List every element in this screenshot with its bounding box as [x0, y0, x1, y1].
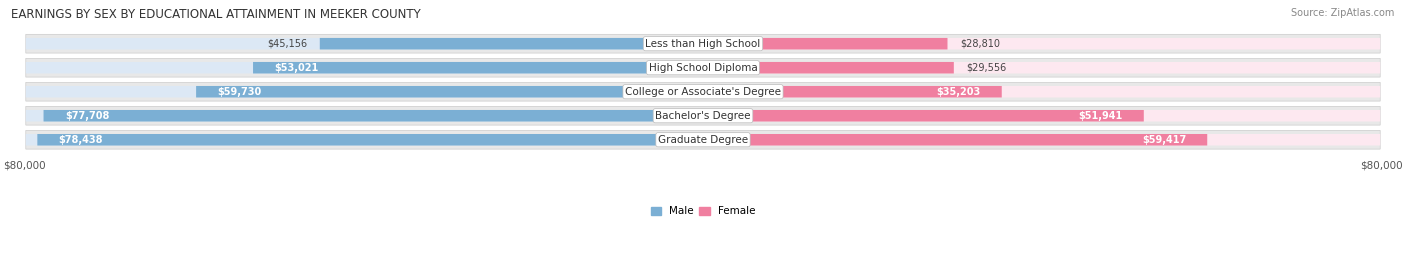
- FancyBboxPatch shape: [703, 110, 1144, 121]
- Text: Less than High School: Less than High School: [645, 39, 761, 49]
- Text: College or Associate's Degree: College or Associate's Degree: [626, 87, 780, 97]
- FancyBboxPatch shape: [703, 134, 1381, 146]
- Text: Graduate Degree: Graduate Degree: [658, 135, 748, 145]
- Text: $59,417: $59,417: [1142, 135, 1187, 145]
- Text: $78,438: $78,438: [59, 135, 103, 145]
- FancyBboxPatch shape: [703, 62, 953, 73]
- FancyBboxPatch shape: [25, 134, 703, 146]
- Text: $28,810: $28,810: [960, 39, 1000, 49]
- Text: $35,203: $35,203: [936, 87, 980, 97]
- FancyBboxPatch shape: [25, 82, 1381, 101]
- FancyBboxPatch shape: [38, 134, 703, 146]
- Text: $77,708: $77,708: [65, 111, 110, 121]
- Text: Source: ZipAtlas.com: Source: ZipAtlas.com: [1291, 8, 1395, 18]
- Text: $51,941: $51,941: [1078, 111, 1122, 121]
- FancyBboxPatch shape: [25, 38, 703, 50]
- FancyBboxPatch shape: [703, 86, 1001, 98]
- FancyBboxPatch shape: [25, 106, 1381, 125]
- FancyBboxPatch shape: [25, 34, 1381, 53]
- FancyBboxPatch shape: [703, 134, 1208, 146]
- FancyBboxPatch shape: [195, 86, 703, 98]
- FancyBboxPatch shape: [25, 86, 703, 98]
- FancyBboxPatch shape: [703, 86, 1381, 98]
- FancyBboxPatch shape: [703, 38, 1381, 50]
- FancyBboxPatch shape: [25, 110, 703, 121]
- Text: Bachelor's Degree: Bachelor's Degree: [655, 111, 751, 121]
- Text: $53,021: $53,021: [274, 63, 319, 73]
- FancyBboxPatch shape: [25, 62, 703, 73]
- FancyBboxPatch shape: [703, 62, 1381, 73]
- FancyBboxPatch shape: [25, 58, 1381, 77]
- Legend: Male, Female: Male, Female: [647, 202, 759, 221]
- Text: $59,730: $59,730: [218, 87, 262, 97]
- FancyBboxPatch shape: [25, 131, 1381, 149]
- FancyBboxPatch shape: [319, 38, 703, 50]
- FancyBboxPatch shape: [703, 110, 1381, 121]
- Text: $29,556: $29,556: [966, 63, 1007, 73]
- FancyBboxPatch shape: [253, 62, 703, 73]
- Text: EARNINGS BY SEX BY EDUCATIONAL ATTAINMENT IN MEEKER COUNTY: EARNINGS BY SEX BY EDUCATIONAL ATTAINMEN…: [11, 8, 420, 21]
- FancyBboxPatch shape: [44, 110, 703, 121]
- FancyBboxPatch shape: [703, 38, 948, 50]
- Text: $45,156: $45,156: [267, 39, 307, 49]
- Text: High School Diploma: High School Diploma: [648, 63, 758, 73]
